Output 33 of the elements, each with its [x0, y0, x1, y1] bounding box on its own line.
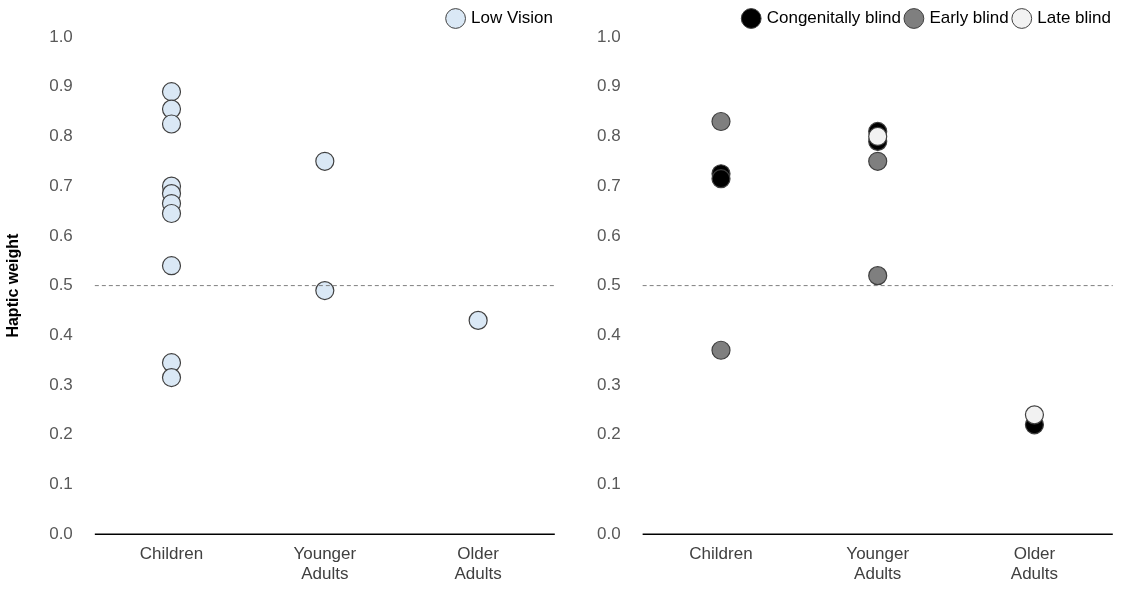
y-tick-label: 0.2 — [49, 424, 73, 444]
y-tick-label: 0.9 — [49, 76, 73, 96]
x-tick-label: Children — [689, 544, 753, 564]
y-tick-label: 0.7 — [596, 175, 621, 195]
y-tick-label: 1.0 — [596, 26, 621, 46]
x-tick-label: Older Adults — [1010, 544, 1059, 584]
x-tick-label: Younger Adults — [846, 544, 910, 584]
legend-label: Late blind — [1037, 8, 1112, 28]
x-tick-label: Children — [139, 544, 204, 564]
y-tick-label: 0.8 — [49, 126, 73, 146]
y-axis-title: Haptic weight — [4, 232, 22, 338]
y-tick-label: 0.6 — [596, 225, 621, 245]
legend-label: Early blind — [929, 8, 1009, 28]
y-tick-label: 0.8 — [596, 126, 621, 146]
y-tick-label: 0.6 — [49, 225, 73, 245]
y-tick-label: 0.0 — [596, 523, 621, 543]
x-tick-label: Younger Adults — [293, 544, 357, 584]
y-tick-label: 0.1 — [49, 474, 73, 494]
y-tick-label: 0.5 — [596, 275, 621, 295]
y-tick-label: 0.5 — [49, 275, 73, 295]
y-tick-label: 0.4 — [49, 325, 73, 345]
y-tick-label: 0.9 — [596, 76, 621, 96]
y-tick-label: 1.0 — [49, 26, 73, 46]
y-tick-label: 0.4 — [596, 325, 621, 345]
legend-label: Low Vision — [471, 8, 553, 28]
y-tick-label: 0.1 — [596, 474, 621, 494]
y-tick-label: 0.3 — [596, 374, 621, 394]
y-tick-label: 0.2 — [596, 424, 621, 444]
x-tick-label: Older Adults — [454, 544, 502, 584]
y-tick-label: 0.7 — [49, 175, 73, 195]
y-tick-label: 0.3 — [49, 374, 73, 394]
y-tick-label: 0.0 — [49, 523, 73, 543]
legend-label: Congenitally blind — [766, 8, 901, 28]
